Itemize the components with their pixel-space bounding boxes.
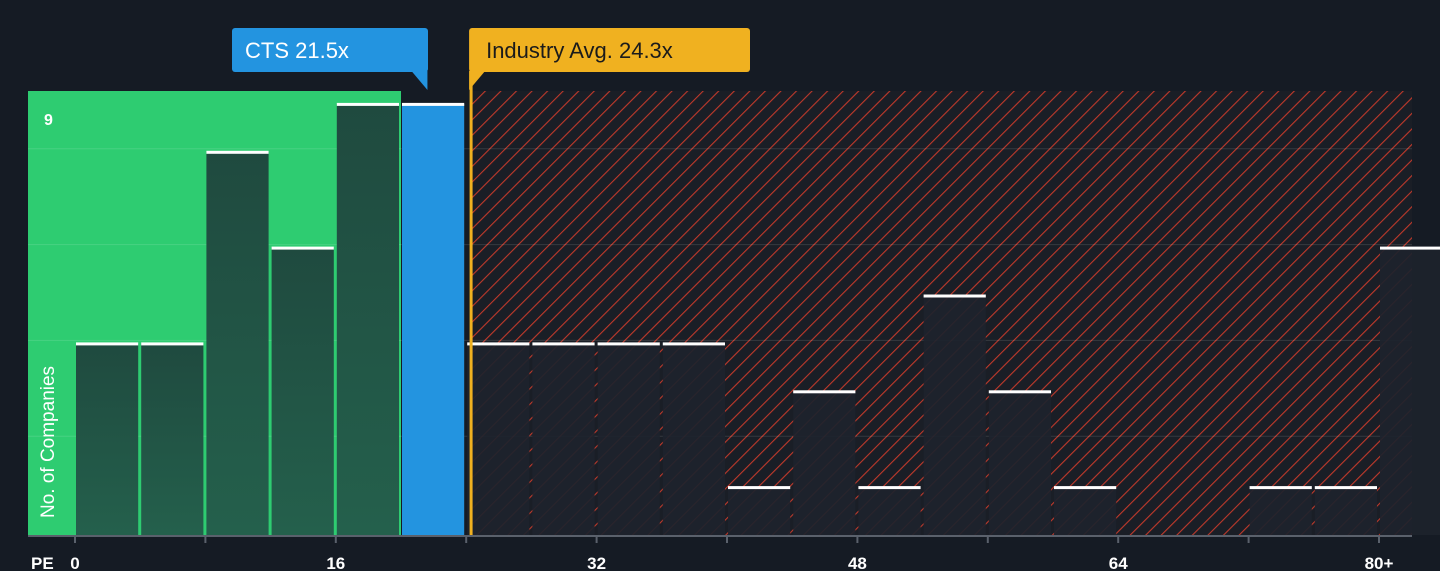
bar-top-line [532, 342, 595, 346]
histogram-bar [76, 343, 139, 535]
histogram-bar [271, 247, 334, 535]
histogram-bar [1314, 487, 1377, 535]
bar-top-line [206, 150, 269, 154]
histogram-bar [1249, 487, 1312, 535]
bar-top-line [1054, 486, 1117, 490]
x-tick-label: 16 [326, 554, 345, 571]
y-axis-title: No. of Companies [38, 366, 59, 518]
histogram-bar [793, 391, 856, 535]
bar-top-line [141, 342, 204, 346]
company-callout: CTS 21.5x [232, 28, 428, 90]
histogram-bar [988, 391, 1051, 535]
histogram-bar [923, 295, 986, 535]
histogram-bar [1054, 487, 1117, 535]
company-callout-pointer [411, 71, 428, 90]
bar-top-line [597, 342, 660, 346]
industry-average-line [469, 60, 473, 535]
industry-callout: Industry Avg. 24.3x [469, 28, 750, 90]
bar-top-line [336, 102, 399, 106]
bar-top-line [662, 342, 725, 346]
x-axis-title: PE [31, 554, 54, 571]
histogram-bar [532, 343, 595, 535]
histogram-bar [467, 343, 530, 535]
histogram-bar [402, 103, 465, 536]
bar-top-line [858, 486, 921, 490]
histogram-bar [597, 343, 660, 535]
bar-top-line [1314, 486, 1377, 490]
histogram-bar [728, 487, 791, 535]
x-tick-label: 64 [1109, 554, 1128, 571]
y-tick-label: 9 [44, 112, 53, 129]
industry-callout-pointer [469, 71, 486, 90]
bar-top-line [402, 102, 465, 106]
histogram-bar [858, 487, 921, 535]
industry-callout-box [469, 28, 750, 72]
bar-top-line [467, 342, 530, 346]
company-callout-label: CTS 21.5x [245, 38, 349, 63]
x-tick-label: 80+ [1365, 554, 1394, 571]
bar-top-line [923, 294, 986, 298]
bar-top-line [728, 486, 791, 490]
x-tick-label: 32 [587, 554, 606, 571]
x-tick-label: 48 [848, 554, 867, 571]
bar-top-line [988, 390, 1051, 394]
industry-callout-label: Industry Avg. 24.3x [486, 38, 673, 63]
histogram-bar [141, 343, 204, 535]
x-tick-label: 0 [70, 554, 79, 571]
bar-top-line [1380, 246, 1440, 250]
bar-top-line [1249, 486, 1312, 490]
company-callout-box [232, 28, 428, 72]
histogram-bar [1380, 247, 1440, 535]
histogram-bar [206, 151, 269, 536]
histogram-bar [336, 103, 399, 536]
bar-top-line [271, 246, 334, 250]
bar-top-line [793, 390, 856, 394]
histogram-bar [662, 343, 725, 535]
bar-top-line [76, 342, 139, 346]
